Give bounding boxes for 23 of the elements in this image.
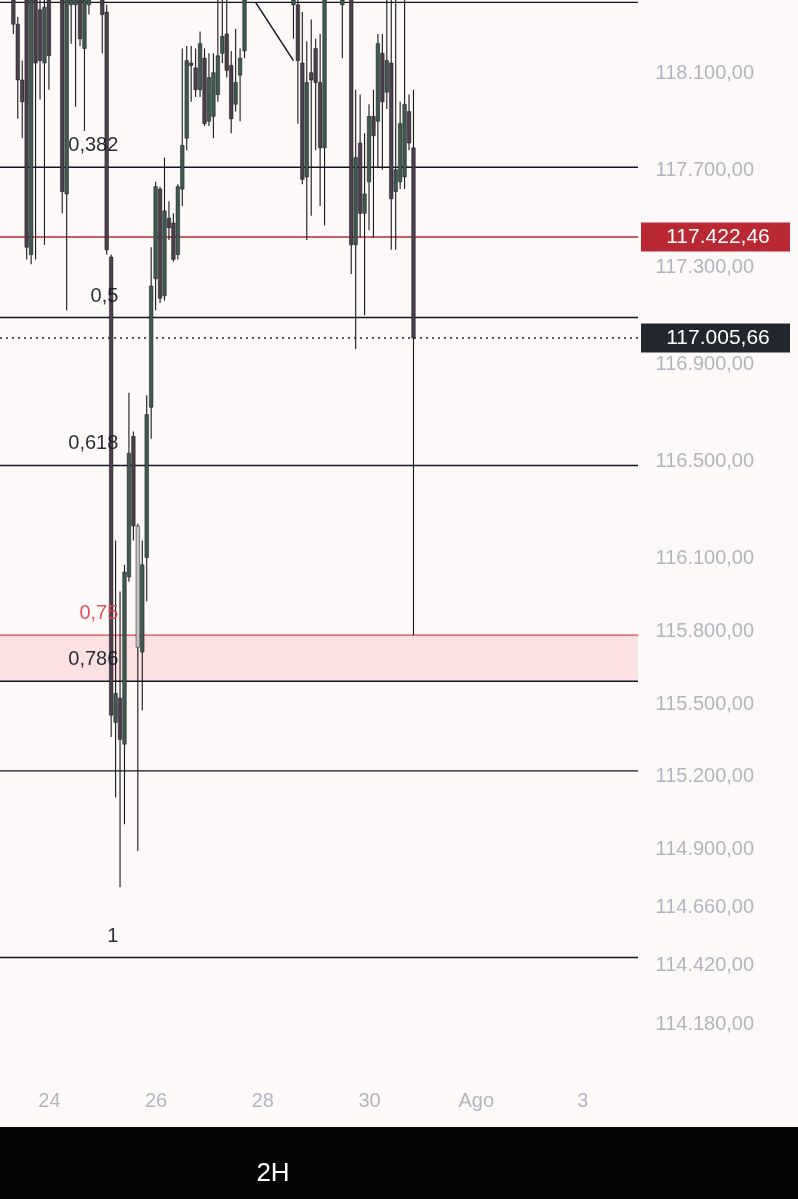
- y-tick-label: 118.100,00: [655, 61, 755, 84]
- ref-line-label: 117.005,66: [666, 325, 770, 349]
- x-tick-label: 3: [577, 1088, 589, 1111]
- x-tick-label: Ago: [458, 1088, 495, 1111]
- y-tick-label: 114.900,00: [655, 836, 755, 859]
- y-tick-label: 115.200,00: [655, 764, 755, 787]
- y-tick-label: 116.500,00: [655, 449, 755, 472]
- annotation: 1: [107, 923, 119, 946]
- y-tick-label: 115.800,00: [655, 618, 755, 641]
- y-tick-label: 117.300,00: [655, 255, 755, 278]
- y-tick-label: 114.420,00: [655, 953, 755, 976]
- y-tick-label: 116.900,00: [655, 352, 755, 375]
- y-tick-label: 116.100,00: [655, 546, 755, 569]
- ref-line-label: 117.422,46: [666, 223, 770, 247]
- x-tick-label: 30: [358, 1088, 381, 1111]
- y-tick-label: 117.700,00: [655, 158, 755, 181]
- x-tick-label: 26: [144, 1088, 168, 1111]
- x-tick-label: 24: [38, 1088, 61, 1111]
- x-tick-label: 28: [251, 1088, 274, 1111]
- text: 2H: [256, 1157, 290, 1187]
- y-tick-label: 114.180,00: [655, 1011, 755, 1034]
- y-tick-label: 115.500,00: [655, 691, 755, 714]
- y-tick-label: 114.660,00: [655, 895, 755, 918]
